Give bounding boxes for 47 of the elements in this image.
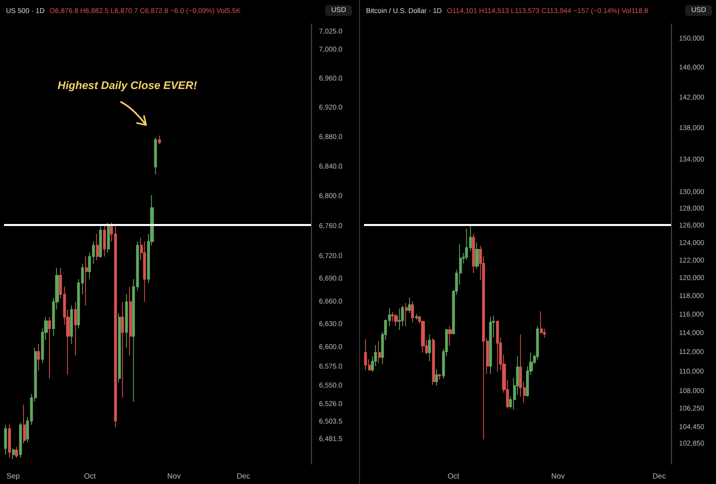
candlestick (15, 446, 18, 458)
candlestick (428, 334, 431, 362)
candlestick (408, 297, 411, 314)
candlestick (489, 316, 492, 374)
annotation: Highest Daily Close EVER! (58, 80, 197, 92)
candlestick (465, 228, 468, 260)
candlestick (4, 424, 7, 455)
candlestick (496, 320, 499, 372)
candlestick (448, 326, 452, 346)
candlestick (432, 338, 435, 386)
candlestick (364, 338, 367, 370)
candlestick (475, 242, 479, 270)
candlestick (398, 308, 401, 330)
candlestick (48, 316, 51, 379)
candlestick (23, 404, 26, 444)
candlestick (114, 226, 117, 428)
candlestick (391, 312, 394, 322)
candlestick (19, 422, 22, 458)
candlestick (96, 234, 99, 261)
candlestick (158, 135, 161, 145)
candlestick (394, 314, 398, 326)
candlestick (472, 233, 475, 274)
candlestick (121, 301, 124, 398)
candlestick (411, 300, 414, 323)
candlestick (74, 301, 77, 356)
candlestick (401, 305, 404, 326)
candlestick (143, 241, 146, 302)
candlestick (435, 368, 438, 386)
candlestick (125, 294, 128, 348)
candlestick (103, 224, 106, 257)
candlestick (536, 326, 539, 360)
candlestick (415, 314, 418, 320)
candlestick (540, 310, 543, 334)
candlestick (37, 343, 40, 372)
candlestick (421, 320, 425, 353)
candlestick (85, 256, 88, 306)
candlestick (12, 448, 15, 460)
candlestick (438, 373, 441, 380)
candlestick (405, 302, 408, 326)
candlestick (70, 305, 73, 344)
candlestick (107, 222, 110, 254)
candlestick (378, 340, 381, 364)
candlestick (154, 137, 157, 175)
candlestick (129, 286, 132, 356)
candlestick (99, 226, 102, 258)
candlestick (118, 312, 121, 383)
candlestick (8, 424, 11, 458)
